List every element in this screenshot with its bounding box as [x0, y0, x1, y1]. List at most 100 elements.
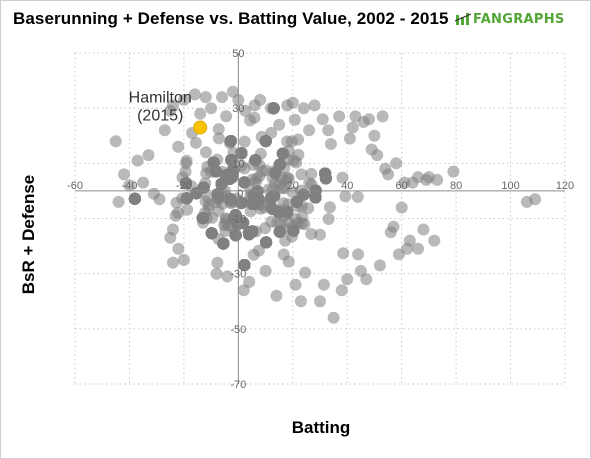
data-point: [314, 295, 326, 308]
highlight-label: Hamilton: [129, 89, 192, 106]
data-point: [447, 165, 460, 178]
data-point: [220, 110, 233, 123]
data-point: [289, 278, 302, 291]
data-point: [180, 177, 192, 190]
data-point: [194, 107, 207, 120]
data-point: [290, 195, 303, 208]
fangraphs-logo: FANGRAPHS: [455, 10, 565, 28]
data-point: [177, 253, 190, 266]
data-point: [287, 224, 300, 237]
data-point: [201, 191, 214, 204]
y-tick-label: -30: [230, 269, 246, 281]
data-point: [216, 91, 228, 104]
data-point: [260, 236, 273, 249]
data-point: [286, 185, 299, 198]
data-point: [390, 157, 403, 170]
data-point: [211, 256, 224, 269]
data-point: [167, 256, 179, 269]
data-point: [295, 168, 308, 181]
data-point: [196, 212, 209, 225]
x-tick-label: -20: [176, 180, 192, 192]
data-point: [273, 118, 286, 131]
data-point: [368, 129, 381, 142]
data-point: [172, 140, 185, 153]
x-tick-label: 20: [287, 180, 299, 192]
tick-labels: -60 -40 -20 20 40 60 80 100 120 0 50 30 10 -10 -30 -50 -…: [67, 48, 574, 391]
data-point: [337, 247, 350, 260]
data-point: [190, 187, 203, 200]
data-point: [212, 132, 225, 145]
x-tick-label: -60: [67, 180, 83, 192]
data-point: [317, 278, 330, 291]
highlight-label: (2015): [137, 107, 183, 124]
data-point: [259, 264, 272, 277]
fangraphs-wordmark: FANGRAPHS: [473, 11, 565, 27]
data-point: [239, 104, 252, 117]
x-tick-label: 0: [237, 188, 243, 200]
data-point: [395, 201, 408, 214]
data-point: [259, 222, 272, 235]
data-point: [273, 178, 286, 191]
data-point: [189, 136, 202, 149]
data-point: [360, 273, 373, 286]
data-point: [238, 176, 251, 189]
data-point: [181, 203, 194, 216]
fangraphs-logo-icon: [455, 13, 471, 25]
data-point: [252, 244, 265, 257]
data-point: [170, 196, 183, 209]
data-point: [180, 192, 193, 205]
y-tick-label: 10: [232, 158, 244, 170]
data-point: [352, 248, 365, 261]
data-point: [177, 93, 190, 106]
data-point: [431, 173, 444, 186]
data-point: [376, 110, 389, 123]
data-point: [109, 135, 122, 148]
data-point: [153, 193, 166, 206]
data-point: [323, 201, 336, 214]
x-tick-label: 60: [396, 180, 408, 192]
highlight-point: [193, 120, 208, 135]
data-point: [373, 259, 386, 272]
data-point: [316, 113, 329, 126]
data-point: [336, 171, 349, 184]
data-point: [292, 133, 305, 146]
chart-title: Baserunning + Defense vs. Batting Value,…: [13, 9, 449, 28]
data-point: [412, 242, 424, 255]
data-point: [167, 99, 179, 112]
y-tick-label: -10: [230, 214, 246, 226]
y-tick-label: 30: [232, 103, 244, 115]
x-tick-label: 100: [501, 180, 519, 192]
data-point: [137, 176, 150, 189]
y-tick-label: -70: [230, 379, 246, 391]
data-point: [229, 229, 242, 242]
data-point: [172, 242, 185, 255]
grid-lines: [74, 52, 566, 385]
data-point: [297, 102, 310, 115]
data-point: [243, 275, 256, 288]
data-point: [273, 158, 286, 171]
data-point: [259, 135, 272, 148]
y-axis-title: BsR + Defense: [19, 175, 38, 295]
data-point: [339, 190, 352, 203]
data-point: [309, 191, 322, 204]
data-point: [199, 91, 212, 104]
data-point: [207, 156, 220, 169]
data-point: [237, 216, 250, 229]
data-point: [403, 234, 416, 247]
data-point: [254, 93, 267, 106]
data-point: [200, 146, 212, 159]
data-point: [382, 168, 395, 181]
data-point: [210, 267, 223, 280]
data-point: [305, 228, 318, 240]
data-point: [308, 99, 321, 112]
x-tick-label: 40: [341, 180, 353, 192]
data-point: [225, 154, 238, 166]
data-point: [131, 154, 144, 167]
y-tick-label: -50: [230, 324, 246, 336]
data-point: [249, 154, 262, 167]
data-points: [109, 85, 542, 324]
data-point: [324, 138, 337, 150]
x-tick-label: -40: [121, 180, 137, 192]
